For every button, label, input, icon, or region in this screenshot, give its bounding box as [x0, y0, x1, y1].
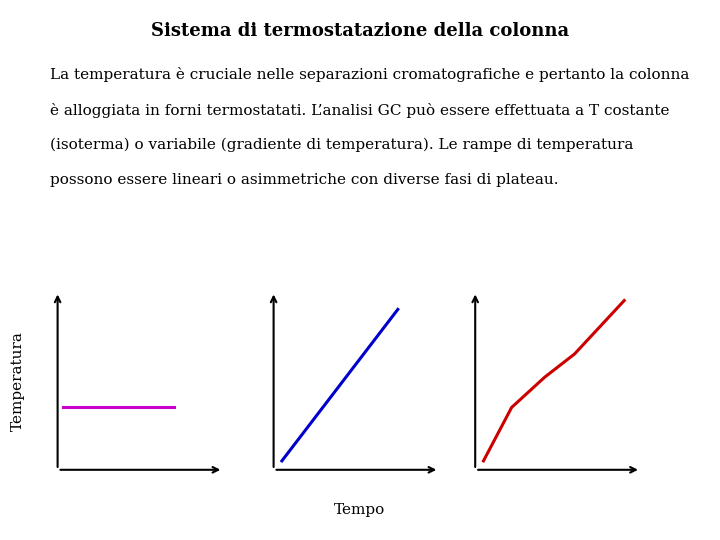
- Text: Tempo: Tempo: [334, 503, 386, 517]
- Text: Temperatura: Temperatura: [11, 331, 25, 430]
- Text: La temperatura è cruciale nelle separazioni cromatografiche e pertanto la colonn: La temperatura è cruciale nelle separazi…: [50, 68, 690, 83]
- Text: è alloggiata in forni termostatati. L’analisi GC può essere effettuata a T costa: è alloggiata in forni termostatati. L’an…: [50, 103, 670, 118]
- Text: Sistema di termostatazione della colonna: Sistema di termostatazione della colonna: [151, 22, 569, 39]
- Text: possono essere lineari o asimmetriche con diverse fasi di plateau.: possono essere lineari o asimmetriche co…: [50, 173, 559, 187]
- Text: (isoterma) o variabile (gradiente di temperatura). Le rampe di temperatura: (isoterma) o variabile (gradiente di tem…: [50, 138, 634, 152]
